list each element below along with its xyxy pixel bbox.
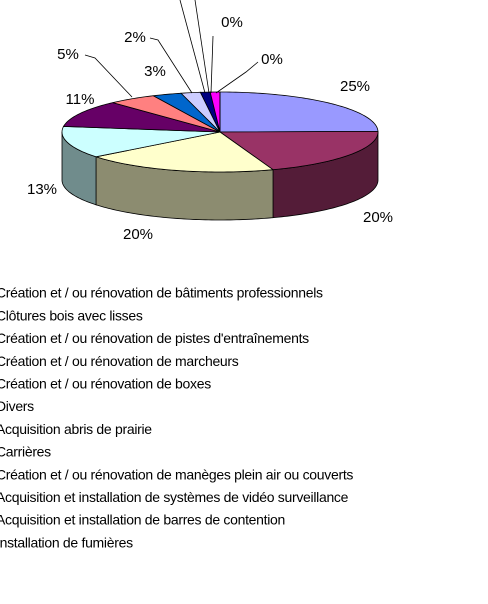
data-label: 0%	[221, 14, 243, 31]
legend-label: Acquisition abris de prairie	[0, 421, 152, 437]
data-label: 13%	[27, 181, 57, 198]
slice	[218, 130, 379, 171]
legend-label: Création et / ou rénovation de boxes	[0, 376, 211, 392]
legend-label: Création et / ou rénovation de pistes d'…	[0, 330, 309, 346]
legend-label: Création et / ou rénovation de bâtiments…	[0, 285, 323, 301]
legend-label: Création et / ou rénovation de manèges p…	[0, 466, 353, 482]
data-label: 11%	[66, 91, 95, 108]
leader-line	[84, 54, 133, 98]
leader-line	[149, 37, 193, 94]
data-label: 20%	[363, 209, 393, 226]
slice	[112, 95, 221, 133]
slice	[219, 91, 379, 133]
data-label: 2%	[124, 29, 146, 46]
leader-line	[179, 0, 206, 94]
slice	[152, 92, 221, 133]
data-label: 3%	[144, 63, 166, 80]
leader-line	[210, 35, 214, 94]
legend-label: Divers	[0, 398, 34, 414]
legend-label: Installation de fumières	[0, 534, 133, 550]
leader-line	[215, 61, 259, 94]
data-label: 0%	[261, 51, 283, 68]
leader-line	[194, 0, 210, 94]
legend-label: Acquisition et installation de systèmes …	[0, 489, 349, 505]
slice	[95, 131, 275, 173]
data-label: 25%	[340, 78, 370, 95]
data-label: 20%	[123, 226, 153, 243]
legend-label: Clôtures bois avec lisses	[0, 307, 143, 323]
data-label: 5%	[57, 46, 79, 63]
slice	[62, 102, 221, 133]
legend-label: Acquisition et installation de barres de…	[0, 512, 285, 528]
legend-label: Carrières	[0, 444, 51, 460]
slice	[61, 126, 221, 158]
legend-label: Création et / ou rénovation de marcheurs	[0, 353, 239, 369]
slice	[180, 91, 221, 133]
